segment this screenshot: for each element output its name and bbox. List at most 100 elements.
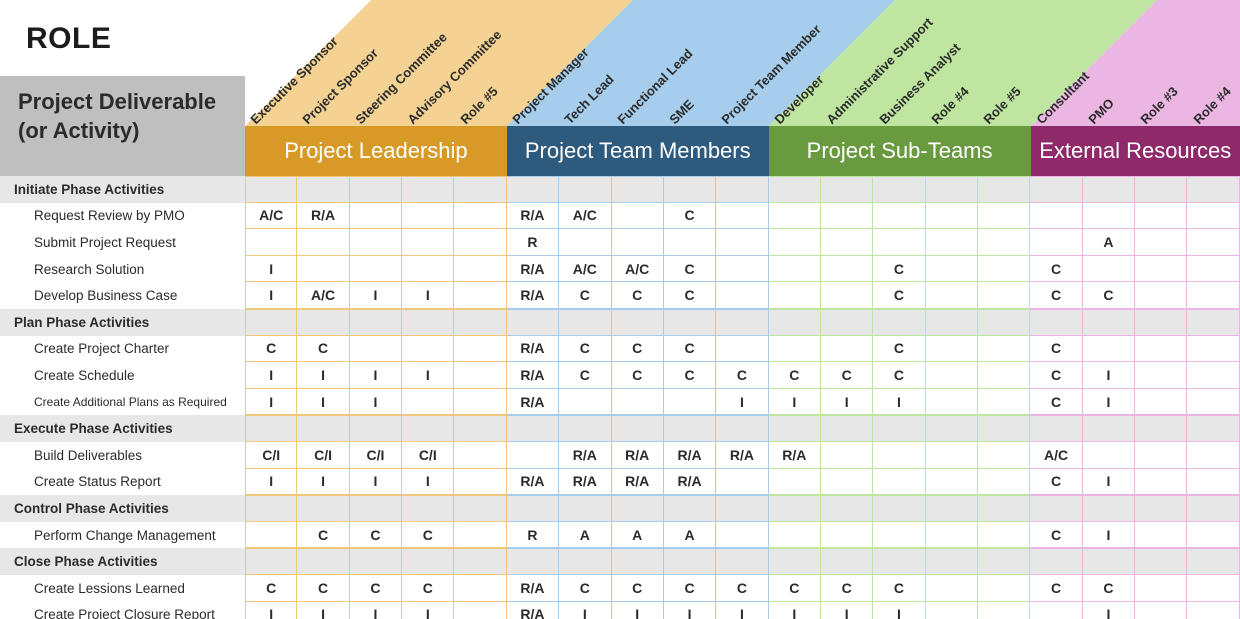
raci-cell <box>297 415 349 442</box>
raci-cell: A <box>664 522 716 549</box>
page-title: ROLE <box>26 22 111 56</box>
raci-cell <box>926 176 978 203</box>
raci-cell: C <box>559 336 611 363</box>
raci-cell: A/C <box>1030 442 1082 469</box>
raci-cell <box>1187 229 1239 256</box>
raci-cell: R/A <box>507 575 559 602</box>
raci-cell <box>978 522 1030 549</box>
raci-cell <box>612 309 664 336</box>
raci-cell: I <box>612 602 664 619</box>
raci-cell: C <box>664 282 716 309</box>
raci-cell: I <box>716 389 768 416</box>
raci-cell <box>297 176 349 203</box>
raci-cell <box>402 548 454 575</box>
raci-cell: C <box>245 336 297 363</box>
raci-cell <box>1083 336 1135 363</box>
raci-cell: I <box>1083 362 1135 389</box>
raci-cell <box>821 203 873 230</box>
raci-cell: I <box>350 389 402 416</box>
raci-cell: C <box>664 575 716 602</box>
raci-cell: I <box>245 282 297 309</box>
raci-cell <box>612 548 664 575</box>
raci-cell: C <box>1030 575 1082 602</box>
raci-cell <box>926 203 978 230</box>
raci-cell <box>350 548 402 575</box>
raci-cell: C <box>873 282 925 309</box>
raci-cell <box>297 256 349 283</box>
raci-cell: C <box>559 575 611 602</box>
raci-cell <box>769 548 821 575</box>
table-row: Create Lessions LearnedCCCCR/ACCCCCCCCC <box>0 575 1240 602</box>
raci-cell <box>1135 336 1187 363</box>
raci-cell <box>926 469 978 496</box>
raci-cell <box>716 203 768 230</box>
raci-cell <box>1187 176 1239 203</box>
raci-cell <box>454 495 506 522</box>
raci-cell: I <box>1083 522 1135 549</box>
section-header: Plan Phase Activities <box>0 315 245 330</box>
deliverable-axis-label: Project Deliverable (or Activity) <box>0 76 245 176</box>
raci-cell: C <box>245 575 297 602</box>
raci-cell: C <box>612 282 664 309</box>
raci-cell <box>873 442 925 469</box>
raci-cell <box>454 602 506 619</box>
activity-label: Create Project Closure Report <box>0 607 245 619</box>
raci-cell <box>1135 176 1187 203</box>
raci-cell <box>350 176 402 203</box>
raci-cell <box>926 522 978 549</box>
raci-cell <box>873 229 925 256</box>
raci-cell: R/A <box>507 282 559 309</box>
raci-cell <box>821 415 873 442</box>
raci-cell <box>1135 203 1187 230</box>
raci-cell: R/A <box>507 389 559 416</box>
raci-cell: C <box>873 256 925 283</box>
raci-cell: C <box>873 362 925 389</box>
raci-cell: I <box>350 362 402 389</box>
raci-cell <box>245 548 297 575</box>
raci-cell <box>1135 495 1187 522</box>
raci-cell <box>1187 362 1239 389</box>
raci-cell: I <box>769 602 821 619</box>
raci-cell <box>873 176 925 203</box>
table-row: Submit Project RequestRA <box>0 229 1240 256</box>
raci-cell <box>1030 176 1082 203</box>
raci-cell <box>402 415 454 442</box>
raci-cell: R/A <box>507 203 559 230</box>
activity-label: Perform Change Management <box>0 528 245 543</box>
group-header-sub: Project Sub-Teams <box>769 126 1031 176</box>
raci-cell <box>1135 362 1187 389</box>
raci-cell <box>769 229 821 256</box>
raci-cell: I <box>873 602 925 619</box>
raci-cell <box>245 309 297 336</box>
raci-cell <box>1187 602 1239 619</box>
raci-cell: R <box>507 229 559 256</box>
raci-cell <box>454 282 506 309</box>
table-row: Develop Business CaseIA/CIIR/ACCCCCC <box>0 282 1240 309</box>
raci-cell <box>716 256 768 283</box>
raci-cell <box>1083 309 1135 336</box>
raci-cell <box>350 415 402 442</box>
raci-cell <box>402 176 454 203</box>
raci-cell: R/A <box>769 442 821 469</box>
raci-cell <box>1187 495 1239 522</box>
raci-cell: I <box>350 282 402 309</box>
activity-label: Create Status Report <box>0 474 245 489</box>
raci-cell <box>454 309 506 336</box>
raci-cell <box>454 362 506 389</box>
raci-cell <box>1030 203 1082 230</box>
raci-cell: A/C <box>612 256 664 283</box>
section-header: Control Phase Activities <box>0 501 245 516</box>
raci-cell <box>1030 309 1082 336</box>
raci-cell <box>350 336 402 363</box>
raci-cell <box>350 256 402 283</box>
raci-cell <box>1135 229 1187 256</box>
raci-cell <box>769 176 821 203</box>
raci-cell: C <box>612 575 664 602</box>
group-header-team: Project Team Members <box>507 126 769 176</box>
activity-label: Create Project Charter <box>0 341 245 356</box>
raci-cell <box>507 309 559 336</box>
raci-cell: C <box>664 336 716 363</box>
raci-cell: R <box>507 522 559 549</box>
raci-cell <box>454 469 506 496</box>
raci-cell <box>612 203 664 230</box>
